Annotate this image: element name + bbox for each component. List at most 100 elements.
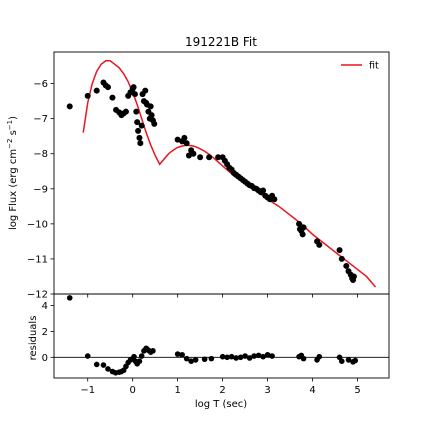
- data-point: [137, 140, 144, 147]
- residual-point: [93, 361, 100, 368]
- data-point: [174, 136, 181, 143]
- residual-point: [251, 353, 257, 359]
- residual-point: [228, 353, 235, 360]
- data-point: [122, 108, 129, 115]
- data-point: [151, 120, 158, 127]
- residual-point: [179, 351, 185, 358]
- residual-point: [188, 358, 194, 365]
- residual-point: [174, 351, 181, 357]
- main-y-axis-label: log Flux (erg cm−2 s−1): [6, 116, 19, 230]
- data-point: [104, 84, 111, 91]
- main-y-tick-label: −6: [33, 79, 48, 90]
- legend-fit-label: fit: [369, 61, 379, 72]
- x-tick-label: −1: [80, 385, 95, 396]
- main-y-tick-label: −9: [33, 184, 48, 195]
- main-y-tick-label: −8: [33, 149, 48, 160]
- data-point: [336, 247, 343, 254]
- data-point: [181, 134, 188, 141]
- legend: fit: [341, 61, 379, 72]
- residual-point: [345, 357, 352, 363]
- data-point: [190, 150, 197, 157]
- residual-point: [201, 356, 208, 363]
- residual-point: [246, 355, 253, 361]
- residuals-y-tick-label: 4: [42, 301, 48, 312]
- residual-point: [255, 352, 262, 359]
- data-point: [206, 154, 213, 161]
- data-point: [138, 122, 145, 129]
- main-y-tick-label: −10: [27, 219, 48, 230]
- residuals-y-ticks: 0 2 4: [42, 301, 54, 364]
- data-point: [148, 112, 155, 119]
- data-point: [131, 91, 138, 98]
- data-point: [84, 92, 91, 99]
- data-point: [93, 87, 100, 94]
- data-point: [300, 224, 307, 231]
- fit-curve: [82, 60, 377, 288]
- residual-point: [105, 366, 111, 372]
- fit-curve-layer: [82, 60, 377, 288]
- residual-point: [233, 355, 239, 361]
- residuals-y-axis-label: residuals: [28, 316, 39, 361]
- data-point: [130, 84, 137, 91]
- data-point: [183, 140, 190, 147]
- x-tick-label: 3: [264, 385, 270, 396]
- x-tick-label: 1: [174, 385, 180, 396]
- data-point: [260, 187, 267, 194]
- data-point: [109, 94, 116, 101]
- data-point: [133, 108, 140, 115]
- data-point: [134, 119, 141, 126]
- residual-point: [316, 353, 323, 360]
- x-tick-label: 5: [354, 385, 360, 396]
- residual-point: [237, 354, 244, 361]
- data-point: [215, 154, 222, 161]
- residual-point: [131, 353, 137, 360]
- main-y-tick-label: −11: [27, 254, 48, 265]
- residuals-panel: 0 2 4 −1 0 1 2 3 4 5 residuals log T (sec): [28, 293, 390, 410]
- residual-point: [219, 353, 226, 360]
- residual-point: [100, 362, 107, 368]
- data-point: [271, 196, 278, 203]
- main-y-tick-label: −7: [33, 114, 48, 125]
- data-point: [136, 134, 143, 141]
- residual-point: [192, 357, 199, 363]
- x-axis-label: log T (sec): [195, 399, 247, 410]
- x-tick-label: 2: [219, 385, 225, 396]
- residual-point: [138, 353, 145, 359]
- x-ticks: −1 0 1 2 3 4 5: [80, 294, 361, 396]
- main-panel: −12 −11 −10 −9 −8 −7 −6 log Flux (erg cm−2 s−1…: [6, 51, 390, 301]
- data-point: [343, 262, 350, 269]
- data-point: [66, 103, 73, 110]
- main-data-layer: [66, 79, 357, 283]
- residuals-data-layer: [66, 295, 359, 376]
- data-point: [147, 103, 154, 110]
- residual-point: [269, 353, 275, 359]
- data-point: [135, 127, 142, 134]
- residual-point: [84, 353, 91, 359]
- main-y-ticks: −12 −11 −10 −9 −8 −7 −6: [27, 79, 54, 301]
- data-point: [316, 241, 323, 248]
- data-point: [142, 87, 149, 94]
- residual-point: [352, 357, 359, 364]
- x-tick-label: 0: [130, 385, 136, 396]
- residual-point: [242, 353, 248, 359]
- residuals-axes-frame: [53, 293, 390, 379]
- data-point: [350, 273, 357, 280]
- residuals-y-tick-label: 2: [42, 327, 48, 338]
- data-point: [299, 231, 306, 238]
- residual-point: [183, 355, 190, 362]
- x-tick-label: 4: [309, 385, 315, 396]
- residuals-y-tick-label: 0: [42, 353, 48, 364]
- residual-point: [66, 295, 73, 301]
- data-point: [185, 152, 192, 159]
- residual-point: [264, 351, 271, 358]
- residual-point: [300, 355, 307, 362]
- chart-title: 191221B Fit: [185, 35, 257, 49]
- data-point: [296, 220, 303, 227]
- residual-point: [136, 358, 143, 365]
- residual-point: [150, 348, 156, 354]
- data-point: [197, 154, 204, 161]
- residual-point: [224, 354, 230, 361]
- residual-point: [338, 358, 345, 365]
